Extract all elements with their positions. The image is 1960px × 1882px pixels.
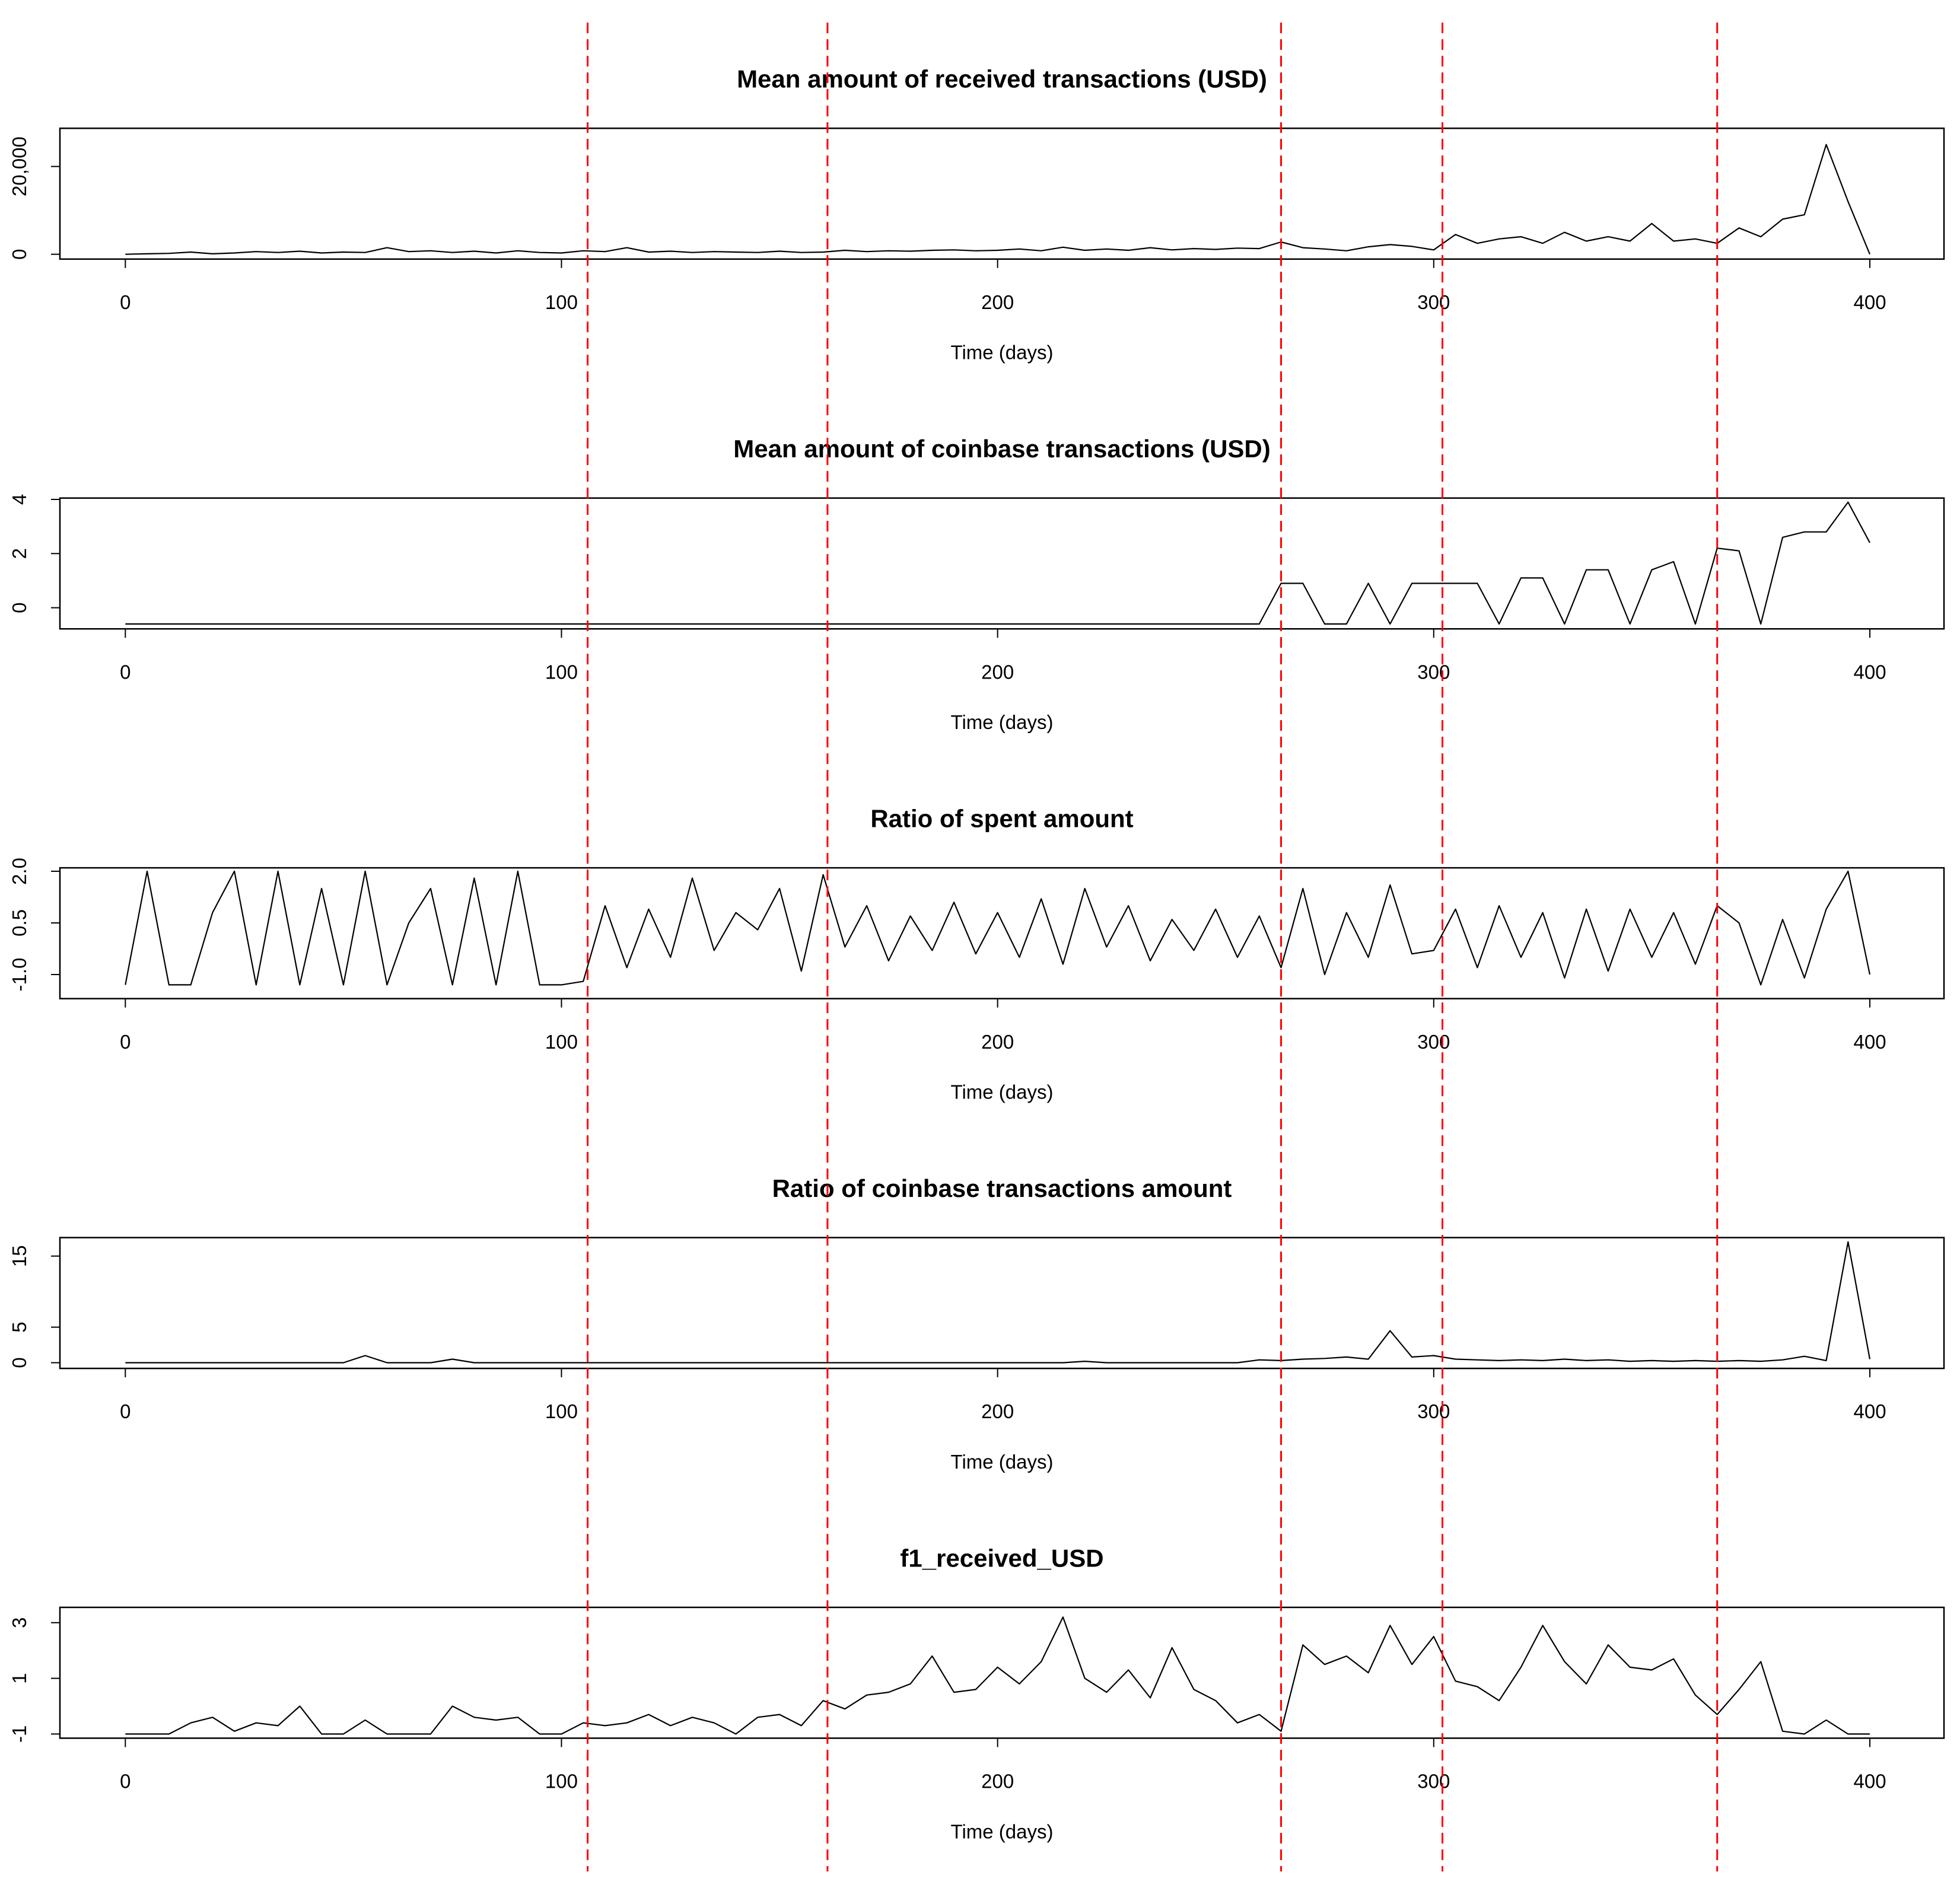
x-tick-label: 0: [120, 1031, 131, 1053]
y-tick-label: 0: [8, 1357, 30, 1368]
y-tick-label: 2.0: [8, 858, 30, 885]
x-tick-label: 100: [545, 661, 578, 683]
y-tick-label: 5: [8, 1321, 30, 1332]
chart-title: f1_received_USD: [900, 1544, 1103, 1572]
chart-title: Mean amount of received transactions (US…: [737, 65, 1267, 93]
x-tick-label: 0: [120, 291, 131, 313]
x-tick-label: 300: [1417, 661, 1450, 683]
y-tick-label: 0.5: [8, 909, 30, 937]
y-tick-label: 15: [8, 1245, 30, 1267]
plot-box: [59, 1606, 1945, 1739]
data-line: [125, 870, 1871, 986]
y-tick-label: 2: [8, 548, 30, 559]
x-tick-label: 300: [1417, 291, 1450, 313]
x-tick-label: 0: [120, 661, 131, 683]
y-tick-label: 3: [8, 1617, 30, 1628]
y-tick-label: 1: [8, 1673, 30, 1683]
x-tick-label: 400: [1853, 661, 1886, 683]
plot-box: [59, 1237, 1945, 1370]
x-tick-label: 100: [545, 1770, 578, 1792]
data-line: [125, 501, 1870, 625]
x-tick-label: 200: [981, 291, 1014, 313]
chart-title: Mean amount of coinbase transactions (US…: [733, 435, 1270, 463]
y-tick-label: 0: [8, 602, 30, 613]
y-tick-label: -1: [8, 1725, 30, 1743]
chart-title: Ratio of coinbase transactions amount: [772, 1174, 1232, 1202]
x-tick-label: 200: [981, 1400, 1014, 1422]
x-tick-label: 300: [1417, 1400, 1450, 1422]
x-axis-label: Time (days): [951, 1081, 1054, 1103]
x-axis-label: Time (days): [951, 342, 1054, 364]
x-tick-label: 200: [981, 661, 1014, 683]
x-tick-label: 400: [1853, 1031, 1886, 1053]
x-axis-label: Time (days): [951, 1451, 1054, 1473]
data-line: [125, 1616, 1870, 1735]
chart-title: Ratio of spent amount: [870, 804, 1133, 832]
y-tick-label: -1.0: [8, 958, 30, 992]
plot-box: [59, 497, 1945, 630]
x-axis-label: Time (days): [951, 1820, 1054, 1842]
x-tick-label: 400: [1853, 1770, 1886, 1792]
x-tick-label: 100: [545, 291, 578, 313]
x-tick-label: 400: [1853, 1400, 1886, 1422]
x-tick-label: 0: [120, 1770, 131, 1792]
x-tick-label: 200: [981, 1770, 1014, 1792]
x-tick-label: 0: [120, 1400, 131, 1422]
y-tick-label: 20,000: [8, 136, 30, 196]
data-line: [125, 144, 1871, 255]
data-line: [125, 1241, 1871, 1364]
y-tick-label: 0: [8, 249, 30, 259]
x-tick-label: 400: [1853, 291, 1886, 313]
x-tick-label: 300: [1417, 1770, 1450, 1792]
x-tick-label: 200: [981, 1031, 1014, 1053]
plot-box: [59, 128, 1945, 260]
y-tick-label: 4: [8, 494, 30, 505]
x-tick-label: 300: [1417, 1031, 1450, 1053]
x-tick-label: 100: [545, 1400, 578, 1422]
x-tick-label: 100: [545, 1031, 578, 1053]
x-axis-label: Time (days): [951, 711, 1054, 733]
